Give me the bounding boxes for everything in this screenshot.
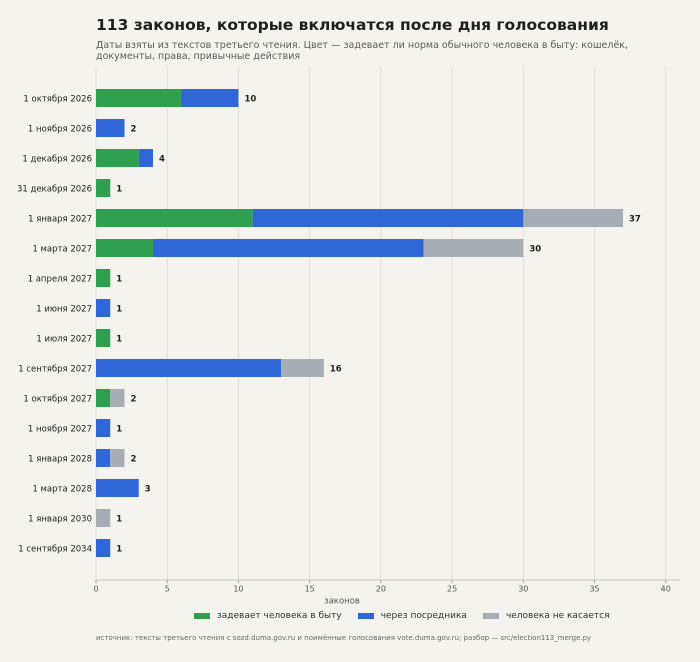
category-label: 1 сентября 2034: [18, 545, 92, 555]
x-tick-label: 10: [233, 585, 243, 594]
total-label: 1: [116, 515, 122, 525]
category-label: 1 июня 2027: [36, 305, 92, 315]
bar-segment-none: [110, 389, 125, 407]
category-label: 1 марта 2027: [32, 245, 92, 255]
x-tick-label: 40: [661, 585, 671, 594]
bar-segment-none: [96, 509, 111, 527]
bar-segment-direct: [96, 329, 111, 347]
total-label: 1: [116, 185, 122, 195]
category-label: 1 января 2030: [28, 515, 92, 525]
total-label: 4: [159, 155, 165, 165]
total-label: 2: [130, 125, 136, 135]
chart-subtitle: Даты взяты из текстов третьего чтения. Ц…: [96, 40, 629, 62]
x-tick-label: 5: [165, 585, 170, 594]
category-label: 1 ноября 2027: [28, 425, 92, 435]
category-label: 1 января 2028: [28, 455, 92, 465]
category-label: 1 октября 2026: [23, 95, 92, 105]
bar-segment-intermediary: [138, 149, 153, 167]
category-label: 1 ноября 2026: [28, 125, 92, 135]
bar-segment-direct: [96, 269, 111, 287]
x-tick-label: 0: [93, 585, 98, 594]
bar-segment-intermediary: [96, 419, 111, 437]
total-label: 2: [130, 455, 136, 465]
x-axis-label: законов: [324, 597, 360, 607]
total-label: 1: [116, 335, 122, 345]
bar-segment-intermediary: [252, 209, 524, 227]
total-label: 1: [116, 545, 122, 555]
labels: 1 октября 2026 10 1 ноября 2026 2 1 декабря …: [17, 95, 641, 555]
bar-segment-direct: [96, 89, 182, 107]
bar-segment-none: [110, 449, 125, 467]
category-label: 1 марта 2028: [32, 485, 92, 495]
total-label: 1: [116, 425, 122, 435]
bar-segment-direct: [96, 389, 111, 407]
total-label: 37: [629, 215, 641, 225]
total-label: 1: [116, 305, 122, 315]
total-label: 10: [244, 95, 256, 105]
x-tick-label: 15: [305, 585, 315, 594]
category-label: 1 апреля 2027: [28, 275, 92, 285]
legend-swatch-none: [482, 613, 499, 619]
x-tick-label: 35: [589, 585, 599, 594]
total-label: 2: [130, 395, 136, 405]
bars: [96, 89, 624, 557]
bar-segment-intermediary: [181, 89, 239, 107]
total-label: 30: [529, 245, 541, 255]
legend-swatch-intermediary: [357, 613, 374, 619]
bar-segment-intermediary: [96, 359, 282, 377]
category-label: 1 января 2027: [28, 215, 92, 225]
category-label: 1 декабря 2026: [22, 155, 92, 165]
bar-segment-direct: [96, 149, 139, 167]
legend-label-none: человека не касается: [505, 611, 610, 621]
bar-segment-intermediary: [96, 539, 111, 557]
legend-item-none: человека не касается: [482, 611, 610, 621]
bar-segment-intermediary: [96, 449, 111, 467]
category-label: 1 октября 2027: [23, 395, 92, 405]
bar-segment-none: [523, 209, 624, 227]
bar-segment-direct: [96, 209, 253, 227]
total-label: 3: [145, 485, 151, 495]
legend-label-direct: задевает человека в быту: [217, 611, 342, 621]
legend-item-intermediary: через посредника: [357, 611, 467, 621]
legend: задевает человека в быту через посредник…: [194, 611, 610, 621]
bar-segment-direct: [96, 179, 111, 197]
chart-title: 113 законов, которые включатся после дня…: [96, 16, 609, 34]
bar-segment-none: [281, 359, 324, 377]
category-label: 31 декабря 2026: [17, 185, 92, 195]
category-label: 1 сентября 2027: [18, 365, 92, 375]
bar-segment-intermediary: [96, 479, 139, 497]
legend-item-direct: задевает человека в быту: [194, 611, 342, 621]
legend-label-intermediary: через посредника: [380, 611, 467, 621]
x-tick-label: 20: [376, 585, 386, 594]
bar-segment-direct: [96, 239, 153, 257]
category-label: 1 июля 2027: [36, 335, 92, 345]
legend-swatch-direct: [194, 613, 210, 619]
bar-segment-none: [423, 239, 524, 257]
bar-segment-intermediary: [152, 239, 424, 257]
total-label: 16: [330, 365, 342, 375]
bar-segment-intermediary: [96, 119, 125, 137]
bar-segment-intermediary: [96, 299, 111, 317]
grid-lines: [95, 66, 667, 580]
x-axis: 0 5 10 15 20 25 30 35 40 законов: [93, 579, 680, 607]
x-tick-label: 30: [518, 585, 528, 594]
x-tick-label: 25: [447, 585, 457, 594]
source-note: источник: тексты третьего чтения с sozd.…: [96, 634, 592, 642]
total-label: 1: [116, 275, 122, 285]
